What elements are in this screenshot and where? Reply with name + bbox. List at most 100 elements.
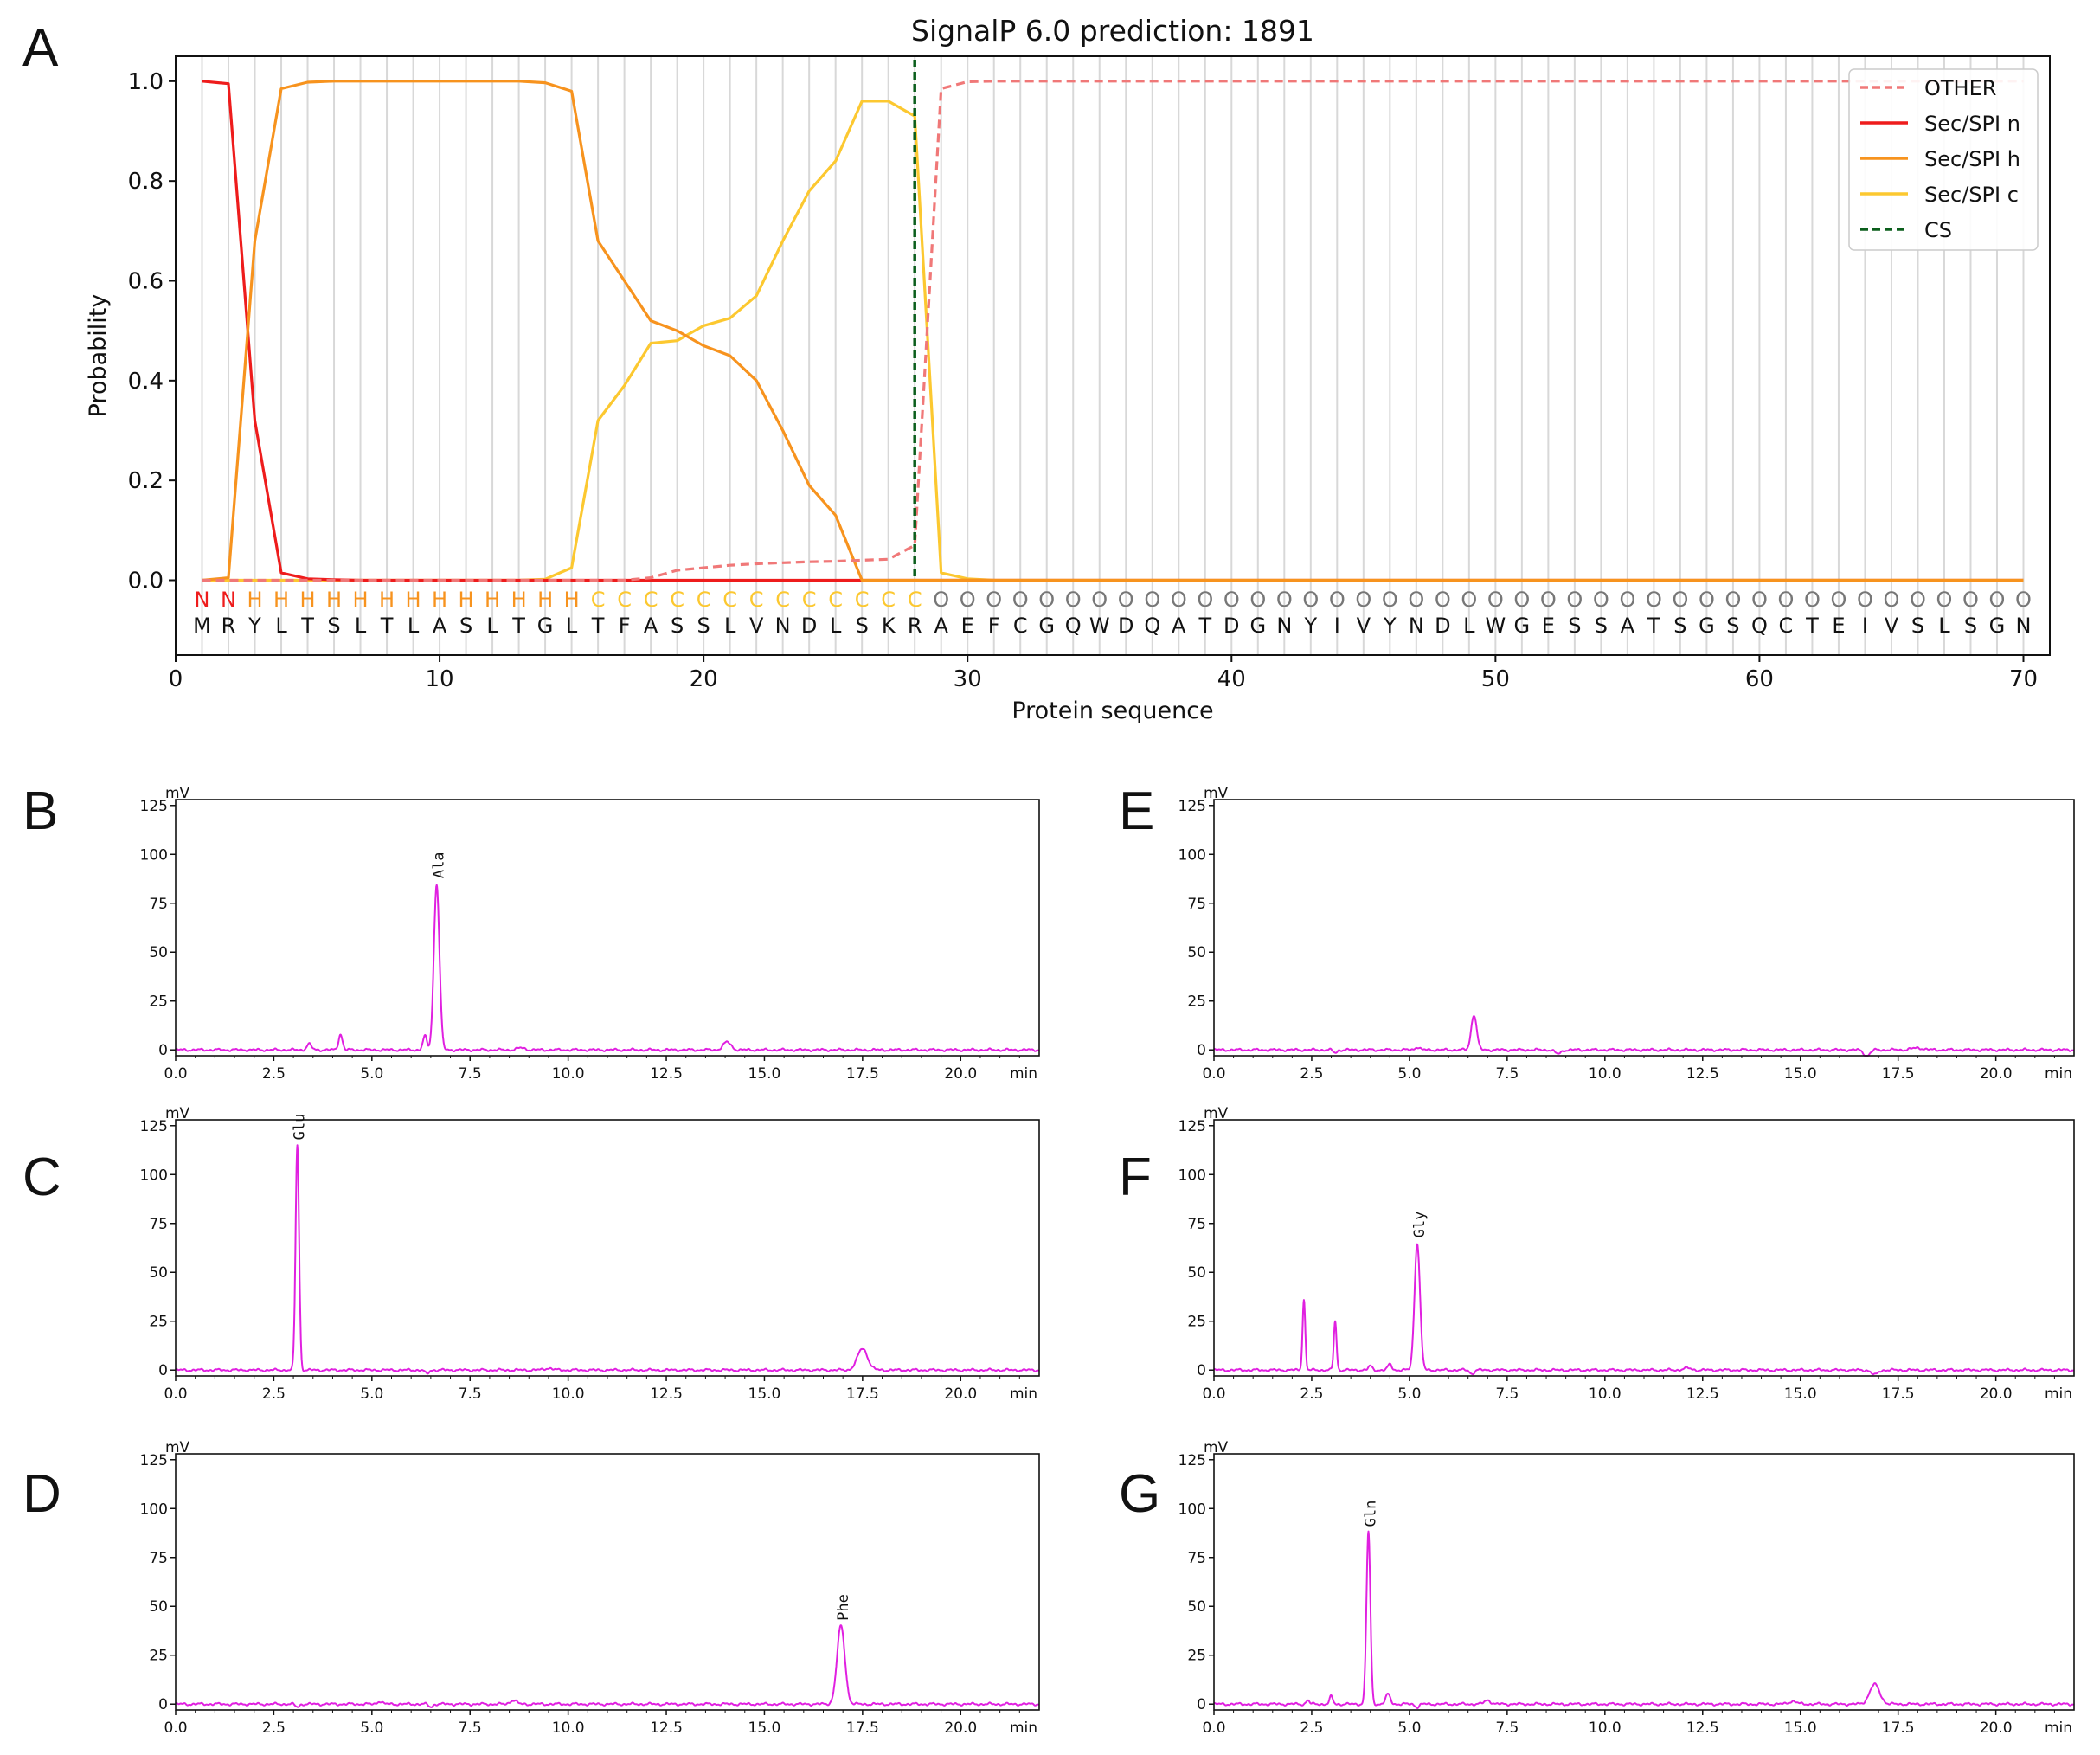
residue-label: L [724,614,736,638]
region-label: O [1593,588,1609,612]
residue-label: L [355,614,367,638]
region-label: O [1884,588,1900,612]
plot-frame [1213,799,2075,1057]
x-tick-label: 15.0 [748,1720,781,1737]
residue-label: Q [1144,614,1160,638]
residue-label: N [1409,614,1424,638]
chromatogram-trace [1213,1015,2075,1058]
region-label: H [511,588,527,612]
x-tick-label: 10.0 [1589,1065,1622,1083]
region-label: O [1566,588,1583,612]
region-label: H [300,588,316,612]
x-unit-label: min [2045,1065,2072,1083]
chromatogram-trace [175,1144,1040,1375]
residue-label: W [1089,614,1110,638]
y-tick-label: 25 [1187,993,1206,1011]
residue-label: Q [1751,614,1768,638]
y-axis-ticks: 0.0 0.2 0.4 0.6 0.8 1.0 [128,69,176,595]
region-label: H [273,588,289,612]
residue-label: Y [1383,614,1397,638]
region-label: O [1038,588,1055,612]
x-tick-label: 5.0 [1397,1065,1421,1083]
region-label: O [1249,588,1266,612]
residue-label: E [1832,614,1845,638]
y-tick-label: 75 [149,1216,168,1233]
region-label: O [1646,588,1662,612]
residue-label: S [327,614,340,638]
region-label: C [775,588,790,612]
y-tick-label: 0 [158,1362,168,1379]
residue-label: A [644,614,658,638]
residue-label: S [1673,614,1686,638]
y-tick-label: 25 [1187,1314,1206,1331]
x-tick-label: 7.5 [1495,1720,1519,1737]
y-tick-label: 50 [149,944,168,961]
y-tick-label: 100 [140,1167,168,1184]
region-label: O [2015,588,2032,612]
x-tick-label: 2.5 [1300,1065,1323,1083]
peak-label: Gln [1362,1501,1379,1527]
residue-label: T [380,614,394,638]
x-tick-label: 0.0 [1202,1385,1225,1403]
x-tick-label: 10.0 [552,1065,585,1083]
peak-label: Gly [1411,1212,1429,1238]
region-label: H [379,588,395,612]
residue-label: N [1276,614,1292,638]
region-label: O [1223,588,1240,612]
x-tick-label: 15.0 [748,1385,781,1403]
signalp-chart: SignalP 6.0 prediction: 1891 NMNRHYHLHTH… [85,14,2051,724]
panel-letter-e: E [1119,781,1154,841]
x-tick-label: 2.5 [1300,1720,1323,1737]
plot-frame [175,799,1040,1057]
region-label: C [591,588,606,612]
x-tick-label: 20.0 [1980,1385,2013,1403]
panel-letter-f: F [1119,1148,1152,1207]
y-tick-label: 1.0 [128,69,164,95]
region-label: O [1171,588,1187,612]
residue-label: N [2016,614,2032,638]
region-label: O [1118,588,1134,612]
region-label: O [1408,588,1424,612]
y-tick-label: 125 [1178,798,1206,815]
region-label: O [1936,588,1953,612]
region-label: C [828,588,843,612]
residue-label: S [1726,614,1739,638]
x-tick-label: 0.0 [164,1720,187,1737]
legend: OTHER Sec/SPI n Sec/SPI h Sec/SPI c CS [1848,68,2039,251]
x-tick-label: 2.5 [262,1065,286,1083]
x-tick-label: 10.0 [1589,1385,1622,1403]
x-tick-label: 12.5 [1686,1720,1719,1737]
residue-label: S [459,614,472,638]
residue-label: S [1568,614,1581,638]
panel-letter-c: C [22,1148,61,1207]
y-tick-label: 25 [1187,1648,1206,1665]
x-tick-label: 20 [690,666,718,692]
legend-label: CS [1924,218,1952,242]
chromatogram-trace [175,1624,1040,1708]
x-tick-label: 17.5 [846,1065,879,1083]
residue-label: L [408,614,420,638]
region-label: H [247,588,262,612]
x-tick-label: 30 [954,666,982,692]
x-tick-label: 15.0 [1784,1385,1817,1403]
region-label: O [1751,588,1768,612]
x-tick-label: 20.0 [944,1385,977,1403]
residue-label: Q [1065,614,1082,638]
panel-letters: A B C D E F G [22,18,1160,1524]
x-tick-label: 20.0 [1980,1065,2013,1083]
residue-label: E [1542,614,1555,638]
region-label: C [908,588,922,612]
residue-label: S [856,614,869,638]
region-label: O [1804,588,1821,612]
y-tick-label: 0.8 [128,169,164,195]
x-tick-label: 2.5 [1300,1385,1323,1403]
residue-label: V [749,614,764,638]
panel-letter-b: B [22,781,58,841]
residue-label: T [1198,614,1211,638]
region-label: O [1857,588,1873,612]
residue-label: I [1334,614,1340,638]
region-label: O [1382,588,1398,612]
region-label: H [353,588,369,612]
x-tick-label: 17.5 [1882,1065,1915,1083]
